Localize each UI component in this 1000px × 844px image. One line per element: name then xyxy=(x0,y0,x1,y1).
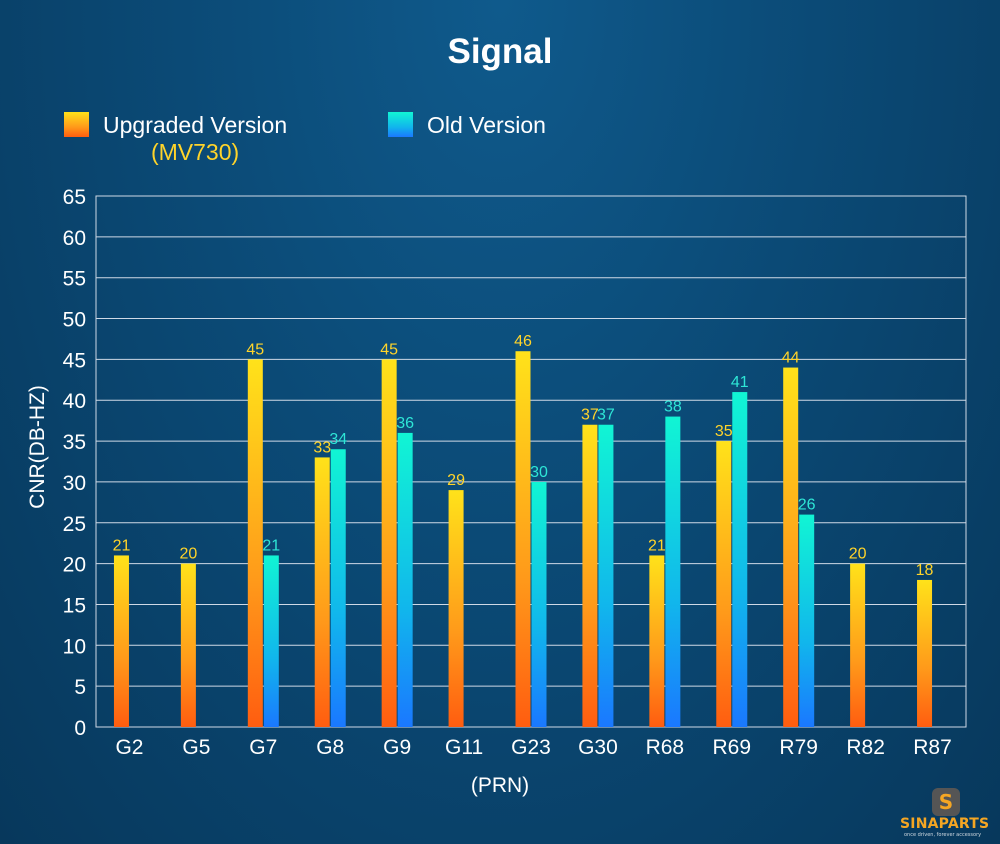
x-tick-label: R69 xyxy=(713,736,752,759)
y-tick-label: 60 xyxy=(63,227,86,250)
x-tick-labels: G2 G5 G7 G8 G9 G11 G23 G30 R68 R69 R79 R82 R87 xyxy=(115,736,951,759)
legend-sublabel-upgraded: (MV730) xyxy=(150,139,240,165)
x-tick-label: G23 xyxy=(511,736,551,759)
data-label-old: 38 xyxy=(664,399,682,416)
y-tick-label: 50 xyxy=(63,309,86,332)
legend-item-upgraded: Upgraded Version (MV730) xyxy=(64,112,287,166)
bar-old xyxy=(598,424,614,727)
data-label-upgraded: 21 xyxy=(648,537,666,554)
y-tick-label: 40 xyxy=(63,390,86,413)
brand-name: SINAPARTS xyxy=(900,816,990,832)
bar-upgraded xyxy=(716,441,732,727)
data-label-upgraded: 45 xyxy=(380,341,398,358)
bar-upgraded xyxy=(381,359,397,727)
data-label-upgraded: 21 xyxy=(113,537,131,554)
y-tick-labels: 0 5 10 15 20 25 30 35 40 45 50 55 60 65 xyxy=(63,186,86,740)
y-tick-label: 30 xyxy=(63,472,86,495)
y-tick-label: 0 xyxy=(74,717,86,740)
legend-label-old: Old Version xyxy=(427,112,546,138)
data-label-upgraded: 46 xyxy=(514,333,532,350)
legend-item-old: Old Version xyxy=(388,112,546,139)
bar-old xyxy=(799,514,815,727)
x-tick-label: R82 xyxy=(846,736,885,759)
bar-old xyxy=(263,555,279,727)
data-label-upgraded: 29 xyxy=(447,472,465,489)
x-tick-label: G5 xyxy=(182,736,210,759)
bars xyxy=(113,351,933,727)
brand-tagline: once driven, forever accessory xyxy=(904,832,982,838)
data-label-old: 36 xyxy=(396,415,414,432)
y-axis-label: CNR(DB-HZ) xyxy=(26,385,49,509)
data-label-upgraded: 35 xyxy=(715,423,733,440)
data-label-old: 21 xyxy=(262,537,280,554)
x-tick-label: G30 xyxy=(578,736,618,759)
data-label-upgraded: 37 xyxy=(581,407,599,424)
bar-old xyxy=(732,392,748,727)
data-label-upgraded: 44 xyxy=(782,350,800,367)
x-tick-label: G2 xyxy=(115,736,143,759)
legend-swatch-upgraded xyxy=(64,112,89,137)
x-tick-label: G11 xyxy=(445,736,483,759)
y-tick-label: 25 xyxy=(63,513,86,536)
bar-upgraded xyxy=(850,563,866,727)
y-tick-label: 45 xyxy=(63,349,86,372)
brand-logo: S SINAPARTS once driven, forever accesso… xyxy=(898,788,994,840)
bar-old xyxy=(531,481,547,727)
x-tick-label: R68 xyxy=(646,736,685,759)
plot-area-border xyxy=(95,195,967,728)
bar-upgraded xyxy=(783,367,799,727)
bar-upgraded xyxy=(448,490,464,727)
bar-upgraded xyxy=(917,579,933,727)
legend-label-upgraded: Upgraded Version xyxy=(103,112,288,138)
data-label-old: 34 xyxy=(329,431,347,448)
x-tick-label: G7 xyxy=(249,736,277,759)
data-label-upgraded: 20 xyxy=(179,546,197,563)
logo-icon: S xyxy=(932,788,960,816)
bar-upgraded xyxy=(649,555,665,727)
legend-swatch-old xyxy=(388,112,413,137)
data-label-old: 41 xyxy=(731,374,749,391)
chart-title: Signal xyxy=(447,32,553,71)
y-tick-label: 20 xyxy=(63,554,86,577)
bar-upgraded xyxy=(314,457,330,727)
y-tick-label: 35 xyxy=(63,431,86,454)
y-tick-label: 65 xyxy=(63,186,86,209)
data-label-upgraded: 20 xyxy=(849,546,867,563)
y-tick-label: 55 xyxy=(63,268,86,291)
x-tick-label: R87 xyxy=(913,736,952,759)
x-tick-label: R79 xyxy=(779,736,818,759)
bar-upgraded xyxy=(515,351,531,727)
bar-upgraded xyxy=(582,424,598,727)
y-tick-label: 10 xyxy=(63,635,86,658)
bar-old xyxy=(330,449,346,727)
grid-lines xyxy=(95,195,967,728)
bar-upgraded xyxy=(113,555,129,727)
y-tick-label: 5 xyxy=(74,676,86,699)
bar-upgraded xyxy=(180,563,196,727)
data-label-upgraded: 33 xyxy=(313,439,331,456)
y-tick-label: 15 xyxy=(63,594,86,617)
bar-upgraded xyxy=(247,359,263,727)
legend-label-block-upgraded: Upgraded Version (MV730) xyxy=(103,112,287,166)
x-tick-label: G9 xyxy=(383,736,411,759)
x-axis-label: (PRN) xyxy=(471,774,529,797)
data-label-old: 30 xyxy=(530,464,548,481)
bar-old xyxy=(397,432,413,727)
data-label-upgraded: 18 xyxy=(916,562,934,579)
data-label-old: 26 xyxy=(798,497,816,514)
bar-old xyxy=(665,416,681,727)
data-label-old: 37 xyxy=(597,407,615,424)
data-label-upgraded: 45 xyxy=(246,341,264,358)
x-tick-label: G8 xyxy=(316,736,344,759)
